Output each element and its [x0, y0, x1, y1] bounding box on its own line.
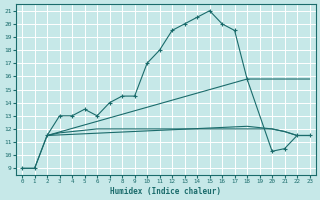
- X-axis label: Humidex (Indice chaleur): Humidex (Indice chaleur): [110, 187, 221, 196]
